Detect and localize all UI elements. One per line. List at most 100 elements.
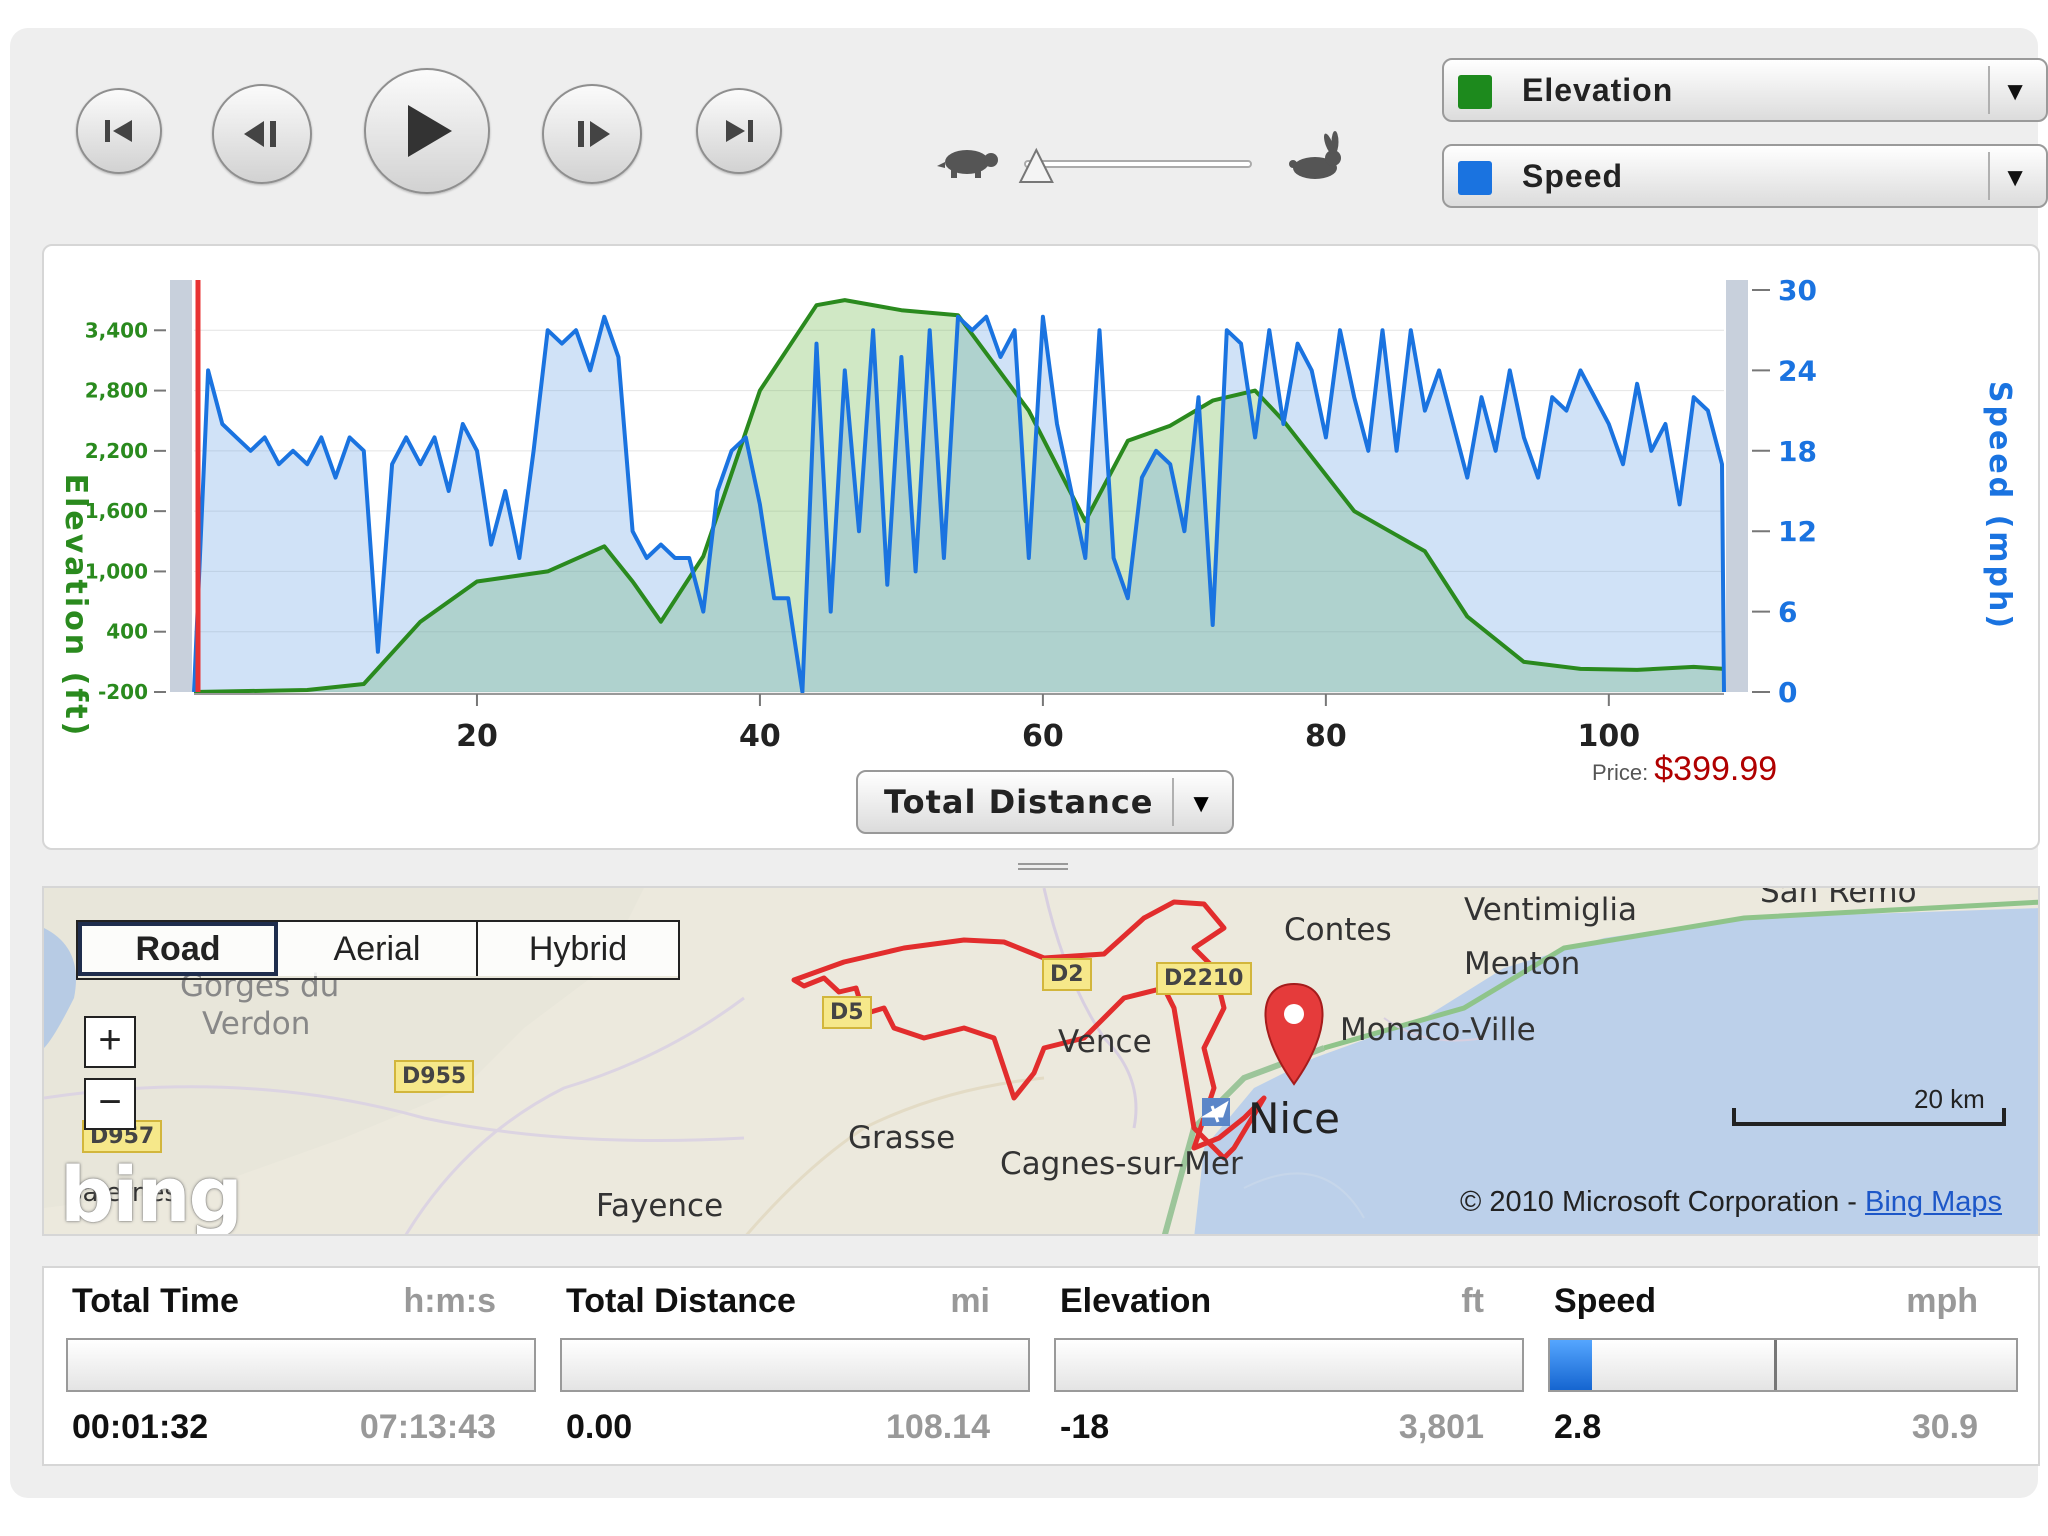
map-label-contes: Contes bbox=[1284, 912, 1392, 948]
stat-progress-bar[interactable] bbox=[560, 1338, 1030, 1392]
stat-unit: mi bbox=[950, 1282, 990, 1320]
elevation-series-dropdown[interactable]: Elevation ▼ bbox=[1442, 58, 2048, 122]
stat-current-value: 2.8 bbox=[1554, 1408, 1602, 1446]
turtle-icon bbox=[937, 150, 998, 178]
airport-icon bbox=[1200, 1098, 1230, 1126]
map-label-grasse: Grasse bbox=[848, 1120, 956, 1156]
map-type-road-button[interactable]: Road bbox=[78, 922, 278, 976]
right-tick-label: 24 bbox=[1778, 354, 1817, 387]
stat-title: Total Time bbox=[72, 1282, 239, 1320]
map-label-monaco: Monaco-Ville bbox=[1340, 1012, 1536, 1048]
stat-title: Speed bbox=[1554, 1282, 1657, 1320]
price-label: Price: bbox=[1592, 760, 1649, 785]
x-tick-label: 20 bbox=[456, 719, 498, 754]
elevation-line bbox=[193, 298, 1725, 694]
chart-panel: 3,400 2,800 2,200 1,600 1,000 400 -200 30 24 18 1… bbox=[42, 244, 2040, 850]
map-label-salernes: Salernes bbox=[66, 1178, 178, 1208]
bing-maps-link[interactable]: Bing Maps bbox=[1864, 1186, 2002, 1218]
map-copyright: © 2010 Microsoft Corporation - Bing Maps bbox=[1460, 1186, 2002, 1219]
stats-panel: Total Time h:m:s 00:01:32 07:13:43 Total… bbox=[42, 1266, 2040, 1466]
zoom-in-button[interactable]: + bbox=[84, 1016, 136, 1068]
skip-to-end-button[interactable] bbox=[696, 88, 782, 174]
map-label-cagnes: Cagnes-sur-Mer bbox=[1000, 1146, 1243, 1182]
left-tick-label: 1,000 bbox=[85, 559, 148, 583]
stat-max-value: 30.9 bbox=[1911, 1408, 1978, 1446]
map-scale-bar bbox=[1732, 1108, 2006, 1126]
zoom-out-button[interactable]: − bbox=[84, 1078, 136, 1130]
price-tag: Price: $399.99 bbox=[1592, 750, 1777, 789]
speed-series-dropdown[interactable]: Speed ▼ bbox=[1442, 144, 2048, 208]
stat-current-value: 0.00 bbox=[566, 1408, 633, 1446]
play-button[interactable] bbox=[364, 68, 490, 194]
speed-slider-thumb[interactable] bbox=[1018, 147, 1054, 183]
map-type-switcher: Road Aerial Hybrid bbox=[76, 920, 680, 980]
map-label-verdon: Verdon bbox=[202, 1006, 311, 1042]
x-tick-label: 40 bbox=[739, 719, 781, 754]
dropdown-separator bbox=[1172, 778, 1174, 826]
panel-resize-handle[interactable] bbox=[1018, 860, 1068, 876]
left-tick-label: 1,600 bbox=[85, 499, 148, 523]
step-forward-icon bbox=[578, 121, 610, 147]
rabbit-icon bbox=[1289, 131, 1341, 179]
x-tick-label: 100 bbox=[1578, 719, 1641, 754]
left-tick-label: 2,200 bbox=[85, 439, 148, 463]
road-shield-d955: D955 bbox=[394, 1060, 475, 1093]
right-axis-label: Speed (mph) bbox=[1982, 381, 2017, 631]
stat-progress-bar[interactable] bbox=[1548, 1338, 2018, 1392]
map-type-aerial-button[interactable]: Aerial bbox=[278, 922, 478, 976]
stat-max-value: 108.14 bbox=[886, 1408, 990, 1446]
step-forward-button[interactable] bbox=[542, 84, 642, 184]
road-shield-d2: D2 bbox=[1042, 958, 1092, 991]
stat-unit: h:m:s bbox=[403, 1282, 496, 1320]
map-label-vence: Vence bbox=[1058, 1024, 1152, 1060]
stat-elevation: Elevation ft -18 3,801 bbox=[1032, 1268, 1524, 1468]
x-axis-dropdown[interactable]: Total Distance ▼ bbox=[856, 770, 1234, 834]
stat-total-time: Total Time h:m:s 00:01:32 07:13:43 bbox=[44, 1268, 536, 1468]
road-shield-d2210: D2210 bbox=[1156, 962, 1252, 995]
chevron-down-icon: ▼ bbox=[2002, 76, 2028, 106]
chevron-down-icon: ▼ bbox=[2002, 162, 2028, 192]
elevation-series-label: Elevation bbox=[1522, 72, 1674, 108]
right-axis-rail bbox=[1726, 280, 1748, 692]
speed-series-label: Speed bbox=[1522, 158, 1624, 194]
skip-to-start-icon bbox=[105, 120, 132, 142]
skip-to-start-button[interactable] bbox=[76, 88, 162, 174]
left-tick-label: 3,400 bbox=[85, 318, 148, 342]
map-scale-label: 20 km bbox=[1914, 1084, 1985, 1114]
playback-speed-slider[interactable] bbox=[925, 128, 1445, 198]
x-tick-label: 60 bbox=[1022, 719, 1064, 754]
step-back-button[interactable] bbox=[212, 84, 312, 184]
elevation-area bbox=[194, 300, 1724, 692]
map-label-menton: Menton bbox=[1464, 946, 1581, 982]
stat-progress-bar[interactable] bbox=[1054, 1338, 1524, 1392]
stat-unit: ft bbox=[1461, 1282, 1484, 1320]
speed-color-swatch bbox=[1458, 161, 1492, 195]
chevron-down-icon: ▼ bbox=[1188, 788, 1214, 818]
x-axis-dropdown-label: Total Distance bbox=[884, 783, 1154, 821]
stat-progress-bar[interactable] bbox=[66, 1338, 536, 1392]
stat-title: Total Distance bbox=[566, 1282, 796, 1320]
stat-total-distance: Total Distance mi 0.00 108.14 bbox=[538, 1268, 1030, 1468]
play-icon bbox=[408, 105, 452, 157]
dropdown-separator bbox=[1988, 66, 1990, 114]
road-shield-d5: D5 bbox=[822, 996, 872, 1029]
right-tick-label: 0 bbox=[1778, 676, 1797, 709]
elevation-color-swatch bbox=[1458, 75, 1492, 109]
map-pin-icon bbox=[1264, 982, 1324, 1086]
skip-to-end-icon bbox=[726, 120, 753, 142]
route-map[interactable]: Gorges du Verdon Salernes Fayence Grasse… bbox=[42, 886, 2040, 1236]
step-back-icon bbox=[244, 121, 276, 147]
map-type-hybrid-button[interactable]: Hybrid bbox=[478, 922, 678, 976]
speed-line bbox=[192, 314, 1726, 694]
right-tick-label: 6 bbox=[1778, 596, 1797, 629]
map-label-sanremo: San Remo bbox=[1760, 886, 1917, 910]
right-tick-label: 12 bbox=[1778, 515, 1817, 548]
stat-speed: Speed mph 2.8 30.9 bbox=[1526, 1268, 2018, 1468]
left-tick-label: -200 bbox=[98, 680, 148, 704]
stat-current-value: 00:01:32 bbox=[72, 1408, 209, 1446]
map-label-nice: Nice bbox=[1248, 1094, 1341, 1143]
stat-average-marker bbox=[1773, 1340, 1777, 1390]
stat-current-value: -18 bbox=[1060, 1408, 1110, 1446]
stat-title: Elevation bbox=[1060, 1282, 1212, 1320]
